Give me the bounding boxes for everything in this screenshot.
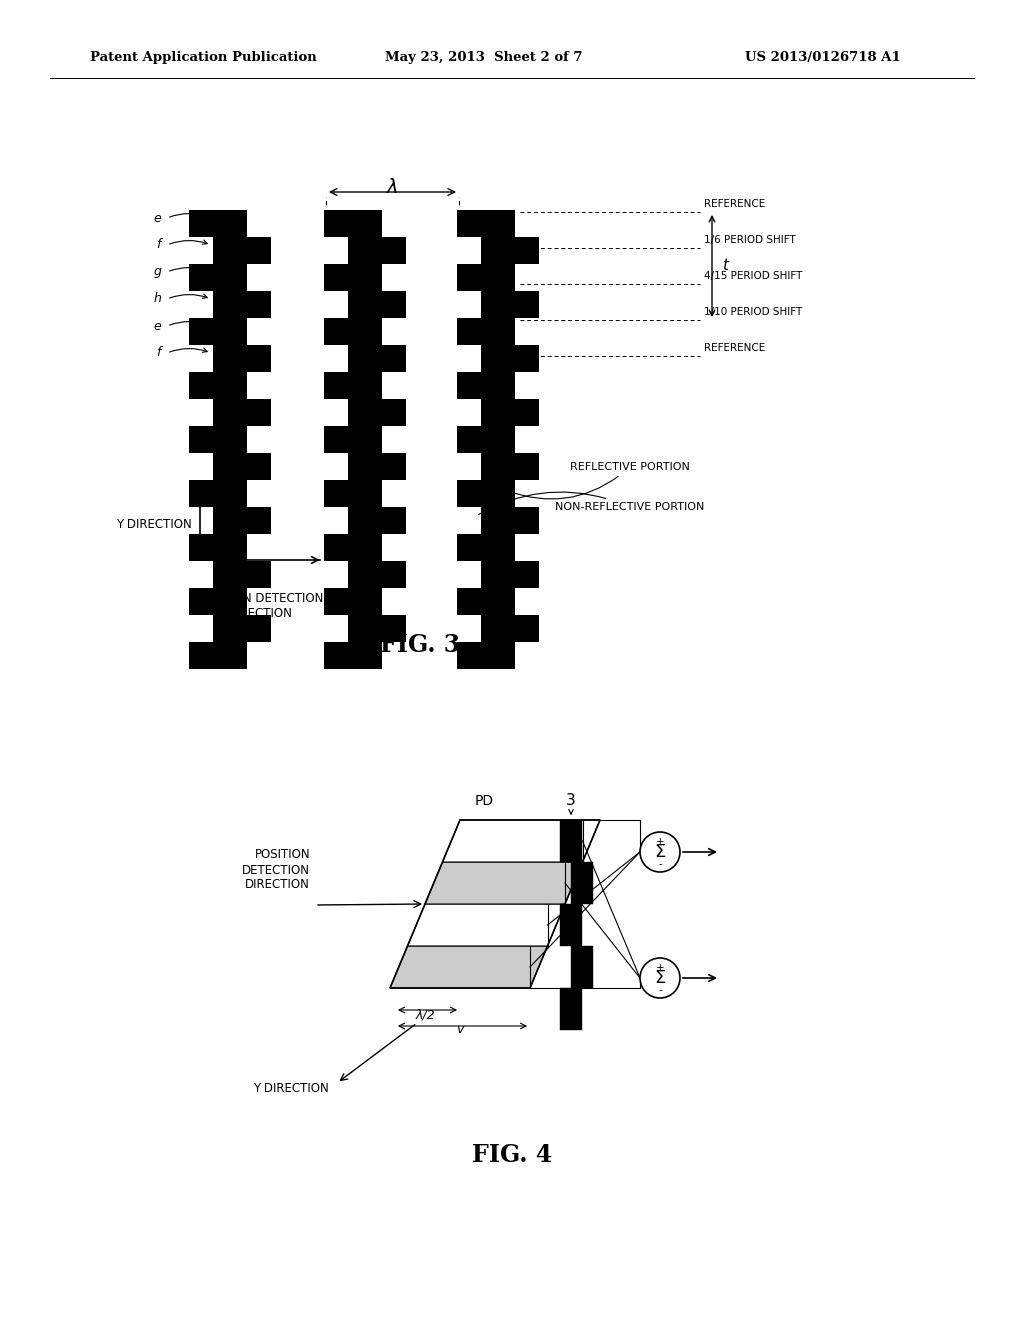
Text: -: - [658, 859, 662, 869]
Bar [189, 372, 247, 399]
Text: -: - [658, 985, 662, 995]
Polygon shape [408, 904, 565, 946]
Bar [213, 290, 271, 318]
Text: $\Sigma$: $\Sigma$ [654, 969, 667, 987]
Text: +: + [655, 964, 665, 973]
Bar [324, 535, 382, 561]
Polygon shape [390, 946, 548, 987]
Bar [481, 399, 539, 426]
Bar [213, 615, 271, 642]
Bar [189, 210, 247, 238]
Bar [481, 507, 539, 535]
Text: FIG. 4: FIG. 4 [472, 1143, 552, 1167]
Bar [481, 238, 539, 264]
Bar [348, 290, 406, 318]
Bar [457, 535, 515, 561]
Circle shape [640, 832, 680, 873]
Bar [481, 561, 539, 587]
Bar [324, 210, 382, 238]
Bar [348, 453, 406, 480]
Bar [457, 587, 515, 615]
Bar [348, 507, 406, 535]
Text: +: + [655, 837, 665, 847]
Bar [348, 615, 406, 642]
Bar [457, 372, 515, 399]
Bar [457, 642, 515, 669]
Text: 1/6 PERIOD SHIFT: 1/6 PERIOD SHIFT [705, 235, 796, 246]
Bar [324, 372, 382, 399]
Text: g: g [154, 265, 161, 279]
Bar [481, 345, 539, 372]
Bar [324, 264, 382, 290]
Bar [481, 290, 539, 318]
Bar [560, 987, 582, 1030]
Bar [189, 318, 247, 345]
Text: λ/2: λ/2 [415, 1008, 435, 1022]
Bar [348, 399, 406, 426]
Text: PD: PD [475, 795, 495, 808]
Bar [324, 480, 382, 507]
Text: f: f [157, 239, 161, 252]
Text: e: e [154, 319, 161, 333]
Text: REFLECTIVE PORTION: REFLECTIVE PORTION [508, 462, 690, 499]
Bar [324, 587, 382, 615]
Text: POSITION
DETECTION
DIRECTION: POSITION DETECTION DIRECTION [242, 849, 310, 891]
Text: REFERENCE: REFERENCE [705, 343, 765, 352]
Text: λ: λ [387, 178, 398, 197]
Bar [213, 561, 271, 587]
Bar [213, 507, 271, 535]
Bar [481, 615, 539, 642]
Bar [348, 238, 406, 264]
Bar [213, 238, 271, 264]
Bar [213, 453, 271, 480]
Bar [457, 318, 515, 345]
Bar [189, 535, 247, 561]
Bar [560, 820, 582, 862]
Text: Y DIRECTION: Y DIRECTION [253, 1081, 329, 1094]
Text: Patent Application Publication: Patent Application Publication [90, 51, 316, 65]
Bar [189, 642, 247, 669]
Text: POSITION DETECTION
DIRECTION: POSITION DETECTION DIRECTION [197, 591, 324, 620]
Bar [457, 210, 515, 238]
Text: REFERENCE: REFERENCE [705, 199, 765, 209]
Bar [560, 904, 582, 946]
Text: h: h [154, 293, 161, 305]
Bar [457, 480, 515, 507]
Text: f: f [157, 346, 161, 359]
Bar [324, 426, 382, 453]
Text: v: v [457, 1023, 464, 1036]
Text: FIG. 3: FIG. 3 [380, 634, 460, 657]
Text: NON-REFLECTIVE PORTION: NON-REFLECTIVE PORTION [478, 492, 705, 515]
Polygon shape [442, 820, 600, 862]
Bar [213, 345, 271, 372]
Text: 3: 3 [566, 793, 575, 808]
Bar [213, 399, 271, 426]
Text: US 2013/0126718 A1: US 2013/0126718 A1 [745, 51, 901, 65]
Bar [189, 480, 247, 507]
Bar [189, 426, 247, 453]
Bar [348, 561, 406, 587]
Bar [348, 345, 406, 372]
Bar [189, 264, 247, 290]
Text: e: e [154, 211, 161, 224]
Bar [189, 587, 247, 615]
Text: 1/10 PERIOD SHIFT: 1/10 PERIOD SHIFT [705, 308, 802, 317]
Text: 4/15 PERIOD SHIFT: 4/15 PERIOD SHIFT [705, 271, 803, 281]
Bar [481, 453, 539, 480]
Text: $\Sigma$: $\Sigma$ [654, 843, 667, 861]
Bar [457, 264, 515, 290]
Bar [571, 946, 593, 987]
Text: t: t [722, 259, 728, 273]
Bar [571, 862, 593, 904]
Text: Y DIRECTION: Y DIRECTION [117, 519, 193, 532]
Bar [324, 318, 382, 345]
Bar [457, 426, 515, 453]
Polygon shape [425, 862, 583, 904]
Text: May 23, 2013  Sheet 2 of 7: May 23, 2013 Sheet 2 of 7 [385, 51, 583, 65]
Circle shape [640, 958, 680, 998]
Bar [324, 642, 382, 669]
